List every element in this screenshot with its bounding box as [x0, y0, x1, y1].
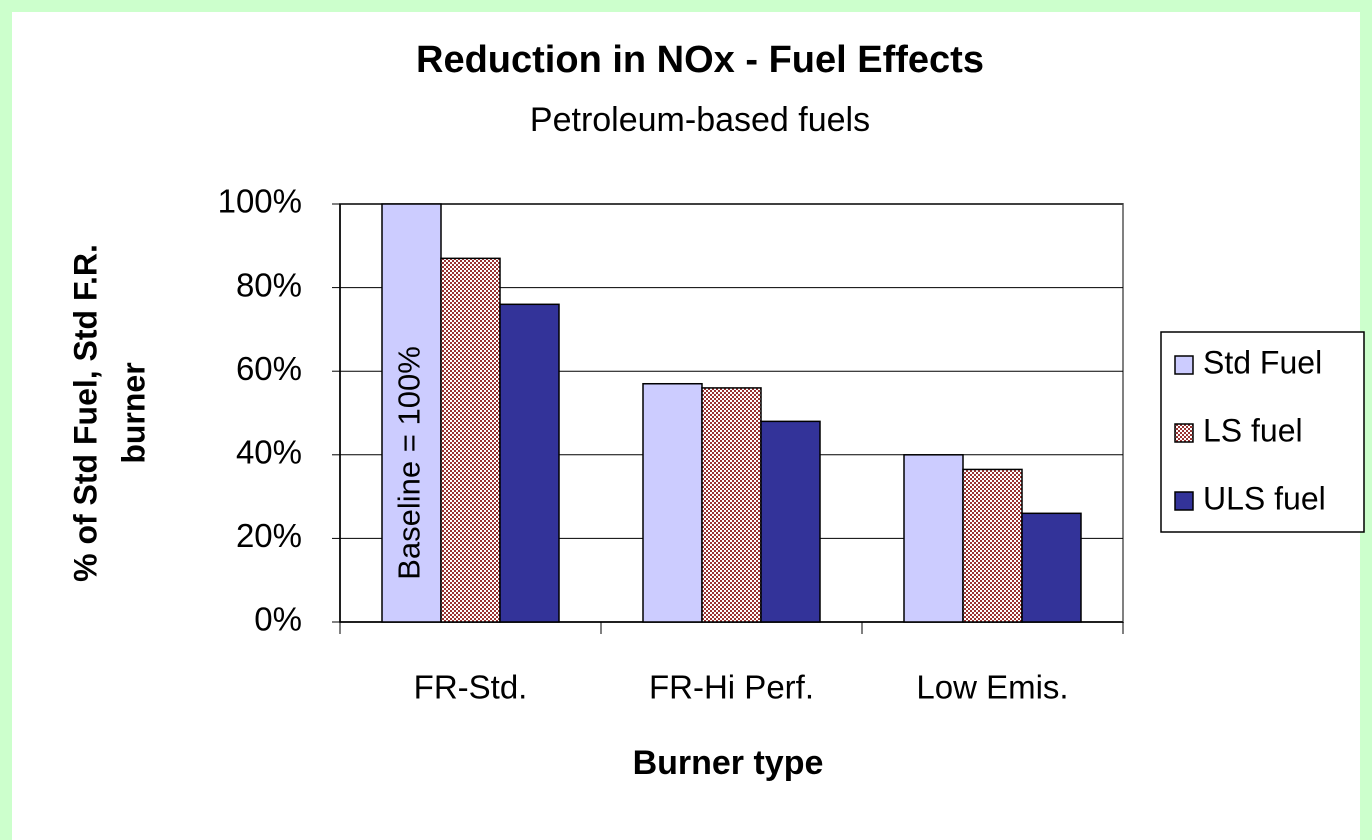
legend-swatch	[1174, 423, 1194, 443]
y-tick-label: 20%	[236, 517, 302, 554]
y-tick-label: 0%	[254, 601, 302, 638]
bar	[962, 468, 1023, 623]
y-tick-label: 100%	[218, 183, 302, 220]
legend-swatch	[1174, 355, 1194, 375]
chart-subtitle: Petroleum-based fuels	[530, 101, 870, 139]
legend-label: Std Fuel	[1203, 344, 1322, 380]
bar	[499, 303, 560, 623]
bar	[760, 420, 821, 623]
y-axis-label: burner	[115, 362, 151, 463]
x-tick-label: Low Emis.	[916, 669, 1068, 706]
bar	[642, 382, 703, 623]
legend-label: LS fuel	[1203, 412, 1303, 448]
y-tick-label: 80%	[236, 266, 302, 303]
legend-swatch	[1174, 491, 1194, 511]
y-axis-label: % of Std Fuel, Std F.R.	[67, 244, 103, 582]
legend-label: ULS fuel	[1203, 480, 1326, 516]
y-tick-label: 40%	[236, 434, 302, 471]
bar	[440, 257, 501, 623]
y-tick-label: 60%	[236, 350, 302, 387]
x-tick-label: FR-Hi Perf.	[649, 669, 814, 706]
bar	[701, 387, 762, 623]
annotation: Baseline = 100%	[392, 346, 427, 580]
x-tick-label: FR-Std.	[414, 669, 528, 706]
chart-title: Reduction in NOx - Fuel Effects	[416, 39, 984, 81]
x-axis-label: Burner type	[633, 744, 824, 782]
bar	[1021, 512, 1082, 623]
legend-box	[1160, 331, 1365, 533]
bar	[903, 454, 964, 623]
